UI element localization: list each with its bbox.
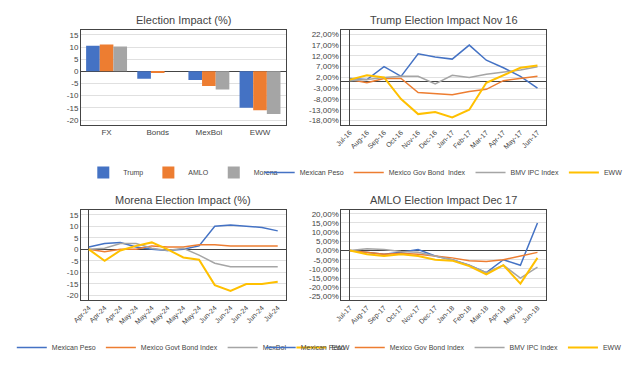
svg-text:May-24: May-24 xyxy=(134,304,156,326)
svg-text:Oct-16: Oct-16 xyxy=(384,129,404,149)
svg-text:May-24: May-24 xyxy=(181,304,203,326)
svg-text:7,00%: 7,00% xyxy=(316,62,339,71)
svg-text:Feb-18: Feb-18 xyxy=(452,304,473,325)
svg-text:Morena Election Impact (%): Morena Election Impact (%) xyxy=(115,194,251,206)
svg-text:Oct-17: Oct-17 xyxy=(384,304,404,324)
svg-text:AMLO Election Impact Dec 17: AMLO Election Impact Dec 17 xyxy=(370,194,517,206)
svg-text:12,00%: 12,00% xyxy=(312,52,339,61)
svg-text:Jan-17: Jan-17 xyxy=(435,129,455,149)
svg-text:MexBol: MexBol xyxy=(196,128,223,137)
svg-text:10: 10 xyxy=(69,222,78,231)
svg-text:-15: -15 xyxy=(67,280,79,289)
svg-text:Jun-24: Jun-24 xyxy=(245,304,265,324)
svg-text:May-24: May-24 xyxy=(165,304,187,326)
svg-text:15,00%: 15,00% xyxy=(312,219,339,228)
svg-text:EWW: EWW xyxy=(604,169,622,176)
svg-text:Mar-17: Mar-17 xyxy=(469,129,490,150)
svg-text:-25,00%: -25,00% xyxy=(309,292,339,301)
svg-text:20,00%: 20,00% xyxy=(312,210,339,219)
svg-text:Jul-16: Jul-16 xyxy=(335,129,354,148)
svg-text:Jun-18: Jun-18 xyxy=(521,304,541,324)
svg-text:Mexican Peso: Mexican Peso xyxy=(301,344,345,351)
svg-text:Apr-18: Apr-18 xyxy=(487,304,508,325)
svg-text:BMV IPC Index: BMV IPC Index xyxy=(511,169,559,176)
svg-text:0: 0 xyxy=(74,245,79,254)
svg-text:Bonds: Bonds xyxy=(146,128,169,137)
svg-text:-3,00%: -3,00% xyxy=(313,84,338,93)
svg-text:-10,00%: -10,00% xyxy=(309,265,339,274)
svg-text:-20: -20 xyxy=(67,291,79,300)
svg-text:Jun-24: Jun-24 xyxy=(214,304,234,324)
svg-text:Jul-17: Jul-17 xyxy=(335,304,354,323)
svg-text:Dec-17: Dec-17 xyxy=(417,304,438,325)
svg-text:Sep-17: Sep-17 xyxy=(366,304,388,326)
svg-text:Election Impact (%): Election Impact (%) xyxy=(136,14,231,26)
svg-text:Mexican Peso: Mexican Peso xyxy=(52,344,96,351)
svg-text:Mexico Govt Bond Index: Mexico Govt Bond Index xyxy=(141,344,218,351)
svg-text:May-24: May-24 xyxy=(118,304,140,326)
svg-text:Jun-17: Jun-17 xyxy=(521,129,541,149)
svg-text:-18,00%: -18,00% xyxy=(309,116,339,125)
svg-text:Apr-24: Apr-24 xyxy=(104,304,125,325)
svg-text:-15,00%: -15,00% xyxy=(309,274,339,283)
svg-text:-5,00%: -5,00% xyxy=(313,256,338,265)
svg-text:17,00%: 17,00% xyxy=(312,41,339,50)
svg-text:Mexico Gov Bond Index: Mexico Gov Bond Index xyxy=(390,344,465,351)
svg-text:2,00%: 2,00% xyxy=(316,73,339,82)
svg-text:EWW: EWW xyxy=(250,128,271,137)
svg-text:Nov-16: Nov-16 xyxy=(400,129,421,150)
svg-text:Feb-17: Feb-17 xyxy=(452,129,473,150)
svg-text:EWW: EWW xyxy=(603,344,621,351)
svg-text:5,00%: 5,00% xyxy=(316,237,339,246)
svg-text:10: 10 xyxy=(69,43,78,52)
svg-text:Mar-18: Mar-18 xyxy=(469,304,490,325)
svg-text:May-24: May-24 xyxy=(149,304,171,326)
svg-text:-20,00%: -20,00% xyxy=(309,283,339,292)
svg-text:May-17: May-17 xyxy=(502,129,524,151)
svg-text:Jan-18: Jan-18 xyxy=(435,304,455,324)
svg-text:May-18: May-18 xyxy=(502,304,524,326)
svg-text:-8,00%: -8,00% xyxy=(313,95,338,104)
svg-text:Sep-16: Sep-16 xyxy=(366,129,388,151)
svg-text:Apr-24: Apr-24 xyxy=(72,304,93,325)
svg-text:10,00%: 10,00% xyxy=(312,228,339,237)
svg-text:0,00%: 0,00% xyxy=(316,246,339,255)
svg-text:Mexico Gov Bond Index: Mexico Gov Bond Index xyxy=(389,169,466,176)
svg-text:Jun-24: Jun-24 xyxy=(198,304,218,324)
svg-text:BMV IPC Index: BMV IPC Index xyxy=(510,344,558,351)
svg-text:-20: -20 xyxy=(67,116,79,125)
svg-text:5: 5 xyxy=(74,55,79,64)
svg-text:22,00%: 22,00% xyxy=(312,30,339,39)
svg-text:Aug-17: Aug-17 xyxy=(349,304,371,326)
svg-text:Trump Election Impact Nov 16: Trump Election Impact Nov 16 xyxy=(370,14,518,26)
svg-text:FX: FX xyxy=(101,128,112,137)
svg-text:Jul-24: Jul-24 xyxy=(262,304,281,323)
svg-text:Aug-16: Aug-16 xyxy=(349,129,371,151)
svg-text:MexBol: MexBol xyxy=(262,344,286,352)
svg-text:Mexican Peso: Mexican Peso xyxy=(300,169,344,176)
svg-text:AMLO: AMLO xyxy=(188,169,208,176)
svg-text:-5: -5 xyxy=(71,257,79,266)
svg-text:-13,00%: -13,00% xyxy=(309,106,339,115)
svg-text:Jun-24: Jun-24 xyxy=(229,304,249,324)
svg-text:5: 5 xyxy=(74,234,79,243)
svg-text:Trump: Trump xyxy=(123,169,143,177)
svg-text:Dec-16: Dec-16 xyxy=(417,129,438,150)
svg-text:-10: -10 xyxy=(67,268,79,277)
svg-text:15: 15 xyxy=(69,31,78,40)
svg-text:Apr-24: Apr-24 xyxy=(88,304,109,325)
svg-text:0: 0 xyxy=(74,67,79,76)
svg-text:-10: -10 xyxy=(67,91,79,100)
svg-text:Apr-17: Apr-17 xyxy=(487,129,508,150)
svg-text:Morena: Morena xyxy=(253,169,278,177)
svg-text:-15: -15 xyxy=(67,104,79,113)
svg-text:Nov-17: Nov-17 xyxy=(400,304,421,325)
svg-text:-5: -5 xyxy=(71,79,79,88)
svg-text:15: 15 xyxy=(69,211,78,220)
